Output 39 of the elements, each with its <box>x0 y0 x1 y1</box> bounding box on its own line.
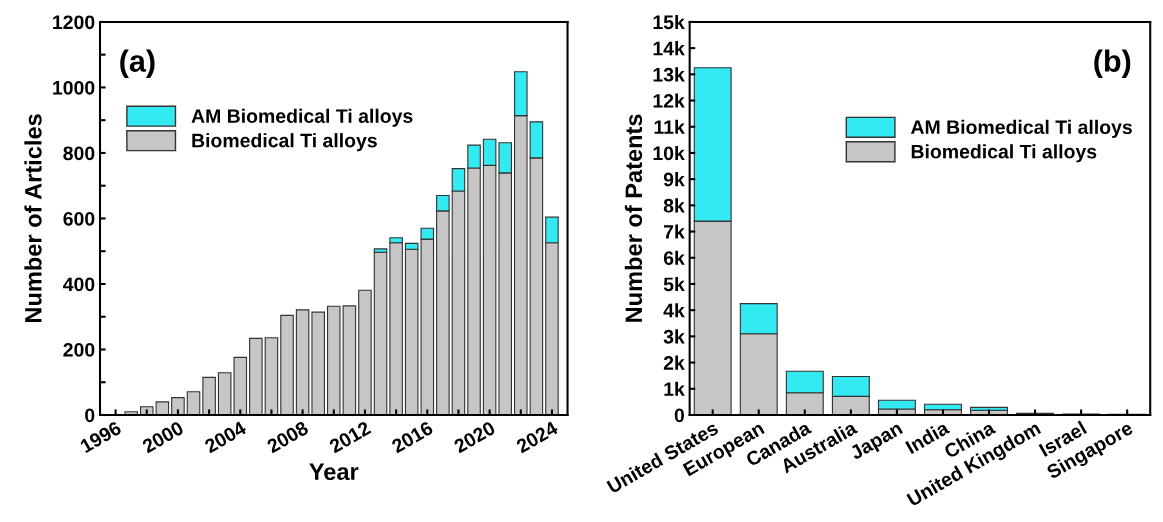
y-tick-label: 13k <box>653 67 685 82</box>
y-tick-label: 14k <box>653 41 685 56</box>
y-tick-label: 200 <box>63 342 95 357</box>
y-tick-label: 0 <box>674 408 684 423</box>
y-tick-label: 2k <box>663 355 685 370</box>
y-tick-label: 5k <box>663 276 685 292</box>
annotation: (a) <box>120 49 155 78</box>
y-tick-label: 8k <box>663 198 685 213</box>
legend-label: Biomedical Ti alloys <box>911 144 1097 163</box>
x-tick-label: 2020 <box>453 420 497 454</box>
y-tick-label: 9k <box>663 172 685 187</box>
x-tick-label: 2016 <box>390 420 434 454</box>
y-tick-label: 10k <box>653 145 685 161</box>
annotation: (b) <box>1094 49 1131 78</box>
x-tick-label: 2012 <box>328 420 372 454</box>
y-tick-label: 1k <box>664 381 685 396</box>
y-tick-label: 4k <box>663 303 685 318</box>
y-tick-label: 6k <box>663 250 685 265</box>
y-tick-label: 1200 <box>53 15 95 30</box>
legend-label: AM Biomedical Ti alloys <box>191 108 413 127</box>
y-axis-title: Number of Patents <box>624 114 643 322</box>
y-tick-label: 3k <box>663 329 685 344</box>
y-tick-label: 400 <box>63 277 95 292</box>
legend-label: AM Biomedical Ti alloys <box>910 119 1132 138</box>
y-tick-label: 11k <box>654 119 685 134</box>
y-tick-label: 600 <box>63 211 95 226</box>
x-tick-label: 2004 <box>203 420 248 454</box>
x-tick-label: 2008 <box>266 420 310 454</box>
y-tick-label: 800 <box>63 146 95 161</box>
y-tick-label: 15k <box>653 14 685 30</box>
legend-label: Biomedical Ti alloys <box>192 133 377 152</box>
x-tick-label: 2000 <box>141 420 185 454</box>
x-axis-title: Year <box>309 463 359 481</box>
y-axis-title: Number of Articles <box>24 114 42 323</box>
y-tick-label: 1000 <box>53 80 95 95</box>
x-tick-label: 2024 <box>515 420 560 454</box>
y-tick-label: 0 <box>85 408 95 423</box>
y-tick-label: 7k <box>664 224 685 239</box>
y-tick-label: 12k <box>653 93 685 108</box>
